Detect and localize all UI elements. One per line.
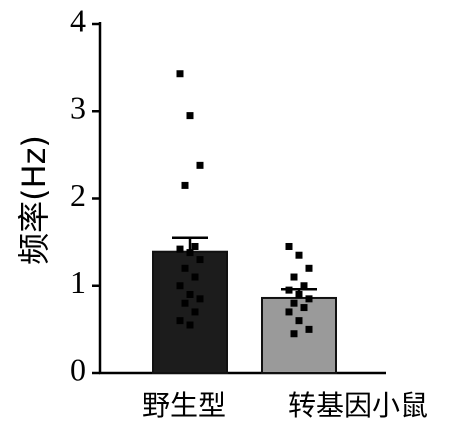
data-point [295,251,303,259]
data-point [196,256,204,264]
data-point [176,70,184,78]
data-point [186,321,194,329]
x-tick-label: 转基因小鼠 [288,389,428,422]
data-point [196,295,204,303]
data-point [290,273,298,281]
bar [152,250,228,374]
data-point [285,286,293,294]
data-point [300,282,308,290]
data-point [305,325,313,333]
data-point [196,161,204,169]
y-tick-label: 1 [70,264,86,300]
data-point [181,299,189,307]
y-axis-label: 频率(Hz) [15,135,53,265]
y-tick-label: 4 [70,2,86,38]
data-point [295,290,303,298]
data-point [176,245,184,253]
data-point [191,242,199,250]
y-tick-label: 3 [70,90,86,126]
data-point [186,112,194,120]
y-tick-label: 2 [70,177,86,213]
data-point [186,249,194,257]
data-point [181,181,189,189]
data-point [285,242,293,250]
data-point [290,299,298,307]
data-point [176,317,184,325]
data-point [285,308,293,316]
data-point [181,264,189,272]
bar [261,296,337,374]
data-point [305,264,313,272]
data-point [191,308,199,316]
data-point [191,273,199,281]
data-point [295,317,303,325]
data-point [176,282,184,290]
data-point [305,295,313,303]
data-point [290,330,298,338]
x-tick-label: 野生型 [142,389,226,422]
data-point [300,304,308,312]
data-point [186,290,194,298]
y-tick-label: 0 [70,351,86,387]
